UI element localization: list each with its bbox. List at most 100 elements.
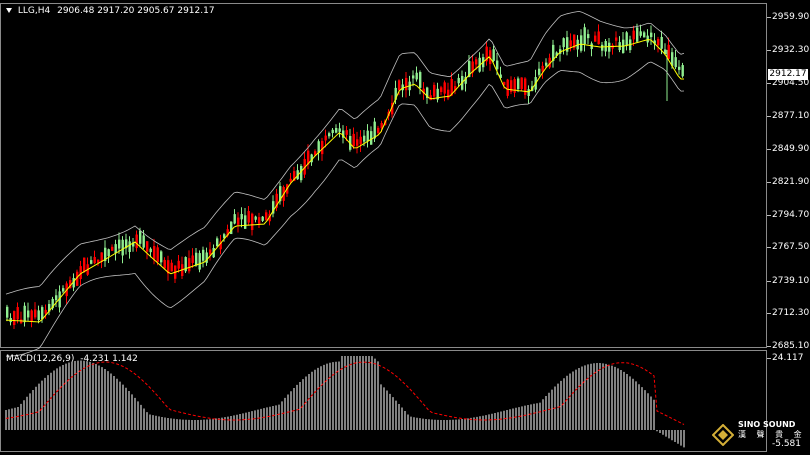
candle-body xyxy=(454,86,457,91)
candle-body xyxy=(48,304,51,312)
chart-canvas xyxy=(5,10,685,448)
price-tick-mark xyxy=(767,182,771,184)
candle-body xyxy=(419,72,422,88)
candle-body xyxy=(142,235,145,248)
candle-body xyxy=(268,213,271,222)
price-tick-label: 2904.50 xyxy=(772,78,810,89)
candle-body xyxy=(342,130,345,138)
candle-body xyxy=(594,35,597,42)
candle-body xyxy=(41,307,44,320)
price-tick-label: 2849.90 xyxy=(772,143,810,154)
candle-body xyxy=(79,266,82,280)
candle-body xyxy=(153,246,156,260)
candle-body xyxy=(562,38,565,48)
candle-body xyxy=(608,42,611,52)
candle-body xyxy=(559,49,562,54)
logo-name: SINO SOUND xyxy=(738,420,796,429)
candle-body xyxy=(121,239,124,256)
candle-body xyxy=(615,37,618,41)
price-tick-mark xyxy=(767,214,771,216)
candle-body xyxy=(457,77,460,84)
candle-body xyxy=(30,310,33,322)
candle-body xyxy=(580,35,583,51)
dropdown-triangle-icon[interactable] xyxy=(6,8,12,13)
candle-body xyxy=(114,244,117,254)
candle-body xyxy=(426,87,429,99)
candle-body xyxy=(37,310,40,321)
candle-body xyxy=(254,216,257,220)
candle-body xyxy=(324,135,327,141)
candle-body xyxy=(205,252,208,263)
candle-body xyxy=(499,74,502,78)
candle-body xyxy=(93,256,96,264)
price-tick-label: 2932.30 xyxy=(772,45,810,56)
candle-body xyxy=(468,61,471,78)
price-tick-label: 2794.70 xyxy=(772,209,810,220)
candle-body xyxy=(300,166,303,181)
candle-body xyxy=(314,151,317,156)
candle-body xyxy=(209,249,212,255)
candle-body xyxy=(545,62,548,66)
candle-body xyxy=(177,260,180,269)
candle-body xyxy=(34,309,37,318)
candle-body xyxy=(650,32,653,38)
symbol-label: LLG,H4 xyxy=(17,6,51,16)
price-tick-mark xyxy=(767,313,771,315)
candle-body xyxy=(566,37,569,52)
candle-body xyxy=(450,78,453,96)
candle-body xyxy=(233,214,236,224)
candle-body xyxy=(240,213,243,220)
candle-body xyxy=(447,89,450,99)
candle-body xyxy=(160,251,163,263)
candle-body xyxy=(485,46,488,62)
candle-body xyxy=(258,217,261,224)
price-tick-label: 2877.10 xyxy=(772,111,810,122)
candle-body xyxy=(436,88,439,100)
macd-signal-line xyxy=(5,361,685,425)
candle-body xyxy=(55,295,58,301)
candle-body xyxy=(156,247,159,262)
candle-body xyxy=(664,49,667,54)
candle-body xyxy=(359,136,362,145)
macd-axis-bottom: -5.581 xyxy=(772,439,802,449)
candle-body xyxy=(226,229,229,236)
candle-body xyxy=(552,44,555,62)
price-tick-label: 2821.90 xyxy=(772,177,810,188)
candle-body xyxy=(440,87,443,93)
macd-label: MACD(12,26,9) xyxy=(6,354,75,364)
candle-body xyxy=(632,30,635,40)
candle-body xyxy=(230,221,233,235)
candle-body xyxy=(643,32,646,38)
candle-body xyxy=(328,133,331,137)
candle-body xyxy=(377,127,380,133)
candle-body xyxy=(433,84,436,97)
candle-body xyxy=(356,139,359,146)
candle-body xyxy=(541,65,544,72)
price-chart-pane[interactable] xyxy=(0,3,767,348)
candle-body xyxy=(394,87,397,100)
candle-body xyxy=(391,102,394,115)
candle-body xyxy=(363,135,366,142)
candle-body xyxy=(279,186,282,202)
candle-body xyxy=(429,95,432,101)
candle-body xyxy=(23,305,26,323)
candle-body xyxy=(90,260,93,264)
price-tick-mark xyxy=(767,148,771,150)
candle-body xyxy=(601,44,604,51)
candle-body xyxy=(72,278,75,288)
candle-body xyxy=(380,123,383,129)
candle-body xyxy=(510,80,513,92)
moving-average-line xyxy=(5,39,684,323)
candle-body xyxy=(188,258,191,272)
candle-body xyxy=(412,75,415,79)
candle-body xyxy=(422,88,425,94)
macd-pane[interactable] xyxy=(0,350,767,452)
candle-body xyxy=(625,32,628,46)
candle-body xyxy=(104,247,107,262)
current-price-tag: 2912.17 xyxy=(768,69,808,81)
candle-body xyxy=(657,38,660,46)
candle-body xyxy=(62,288,65,292)
candle-body xyxy=(275,193,278,208)
candle-body xyxy=(272,201,275,214)
macd-axis-top: 24.117 xyxy=(772,353,804,363)
